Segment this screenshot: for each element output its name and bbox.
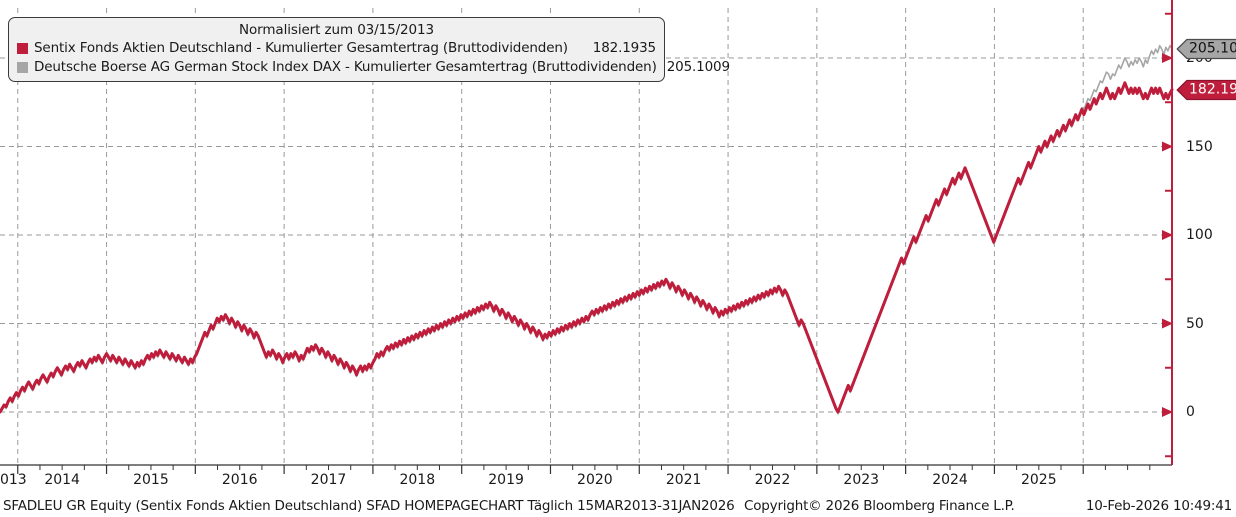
- x-axis-label: 2014: [44, 472, 80, 488]
- legend-value-fund: 182.1935: [592, 40, 656, 56]
- x-axis-label: 2023: [843, 472, 880, 488]
- x-axis-label: 2016: [221, 472, 258, 488]
- callout-text: 205.1009: [1189, 40, 1236, 57]
- y-axis-tick-major: [1162, 318, 1173, 329]
- legend-row-dax: Deutsche Boerse AG German Stock Index DA…: [17, 58, 730, 77]
- dax-last-value: 205.1009: [1176, 38, 1236, 60]
- x-axis-label: 2024: [932, 472, 968, 488]
- y-axis-tick-major: [1162, 407, 1173, 417]
- x-axis-label: 2020: [577, 472, 613, 488]
- chart-legend: Normalisiert zum 03/15/2013 Sentix Fonds…: [8, 17, 730, 82]
- callout-background: [1176, 79, 1236, 100]
- status-bar: SFADLEU GR Equity (Sentix Fonds Aktien D…: [0, 498, 1236, 517]
- y-axis-tick-major: [1162, 230, 1173, 240]
- legend-value-dax: 205.1009: [666, 59, 730, 75]
- y-axis-label: 50: [1186, 315, 1204, 332]
- y-axis-tick-major: [1162, 141, 1173, 152]
- x-axis-label: 2021: [665, 472, 702, 488]
- x-axis-label: 2017: [310, 472, 347, 488]
- fund-last-value: 182.1935: [1176, 79, 1236, 100]
- callout-text: 182.1935: [1189, 81, 1236, 98]
- legend-swatch-dax: [17, 62, 28, 73]
- y-axis-label: 100: [1186, 227, 1213, 243]
- y-axis-tick-major: [1162, 53, 1173, 63]
- y-axis-label: 150: [1186, 138, 1213, 155]
- x-axis-label: 2022: [754, 472, 791, 488]
- x-axis-label: 2018: [399, 472, 436, 488]
- legend-label-fund: Sentix Fonds Aktien Deutschland - Kumuli…: [34, 40, 568, 56]
- timestamp: 10-Feb-2026 10:49:41: [1085, 498, 1232, 514]
- security-description: SFADLEU GR Equity (Sentix Fonds Aktien D…: [3, 498, 735, 514]
- x-axis-label: 2025: [1020, 472, 1057, 488]
- x-axis-label: 2019: [488, 472, 524, 488]
- legend-label-dax: Deutsche Boerse AG German Stock Index DA…: [34, 59, 657, 75]
- legend-row-fund: Sentix Fonds Aktien Deutschland - Kumuli…: [17, 39, 656, 58]
- x-axis-label: 2015: [133, 472, 169, 488]
- copyright-notice: Copyright© 2026 Bloomberg Finance L.P.: [744, 498, 1015, 514]
- x-axis-label: 2013: [0, 472, 27, 488]
- legend-swatch-fund: [17, 43, 28, 54]
- callout-background: [1176, 38, 1236, 60]
- legend-title: Normalisiert zum 03/15/2013: [238, 22, 434, 38]
- y-axis-label: 0: [1186, 404, 1195, 420]
- series-line-fund: [0, 81, 1174, 414]
